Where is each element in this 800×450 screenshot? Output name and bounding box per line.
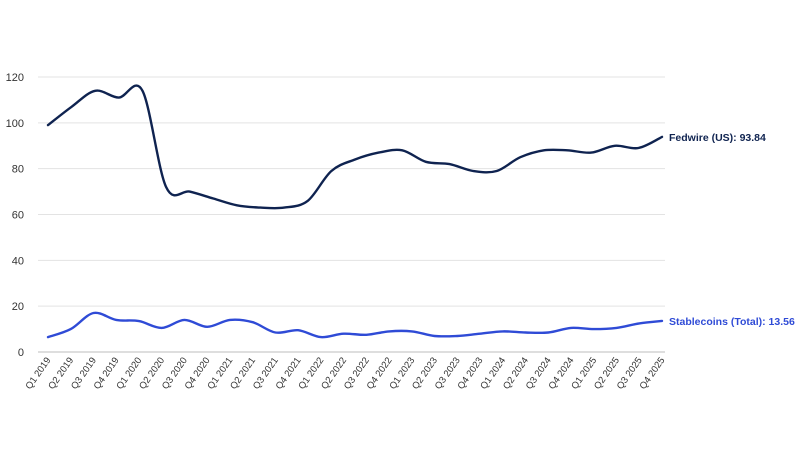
y-axis: 0 20 40 60 80 100 120 <box>6 72 24 359</box>
end-labels: Fedwire (US): 93.84 Stablecoins (Total): … <box>669 132 795 328</box>
series-line-stablecoins-total <box>46 311 664 339</box>
grid-lines <box>38 76 665 353</box>
y-tick-label: 20 <box>12 301 24 313</box>
y-tick-label: 60 <box>12 210 24 222</box>
series-line-fedwire-us <box>46 84 664 210</box>
y-tick-label: 80 <box>12 164 24 176</box>
y-tick-label: 120 <box>6 72 24 84</box>
series-group <box>46 84 664 339</box>
y-tick-label: 0 <box>18 347 24 359</box>
end-label-stablecoins-total: Stablecoins (Total): 13.56 <box>669 316 795 328</box>
y-tick-label: 100 <box>6 118 24 130</box>
end-label-fedwire-us: Fedwire (US): 93.84 <box>669 132 766 144</box>
y-tick-label: 40 <box>12 255 24 267</box>
